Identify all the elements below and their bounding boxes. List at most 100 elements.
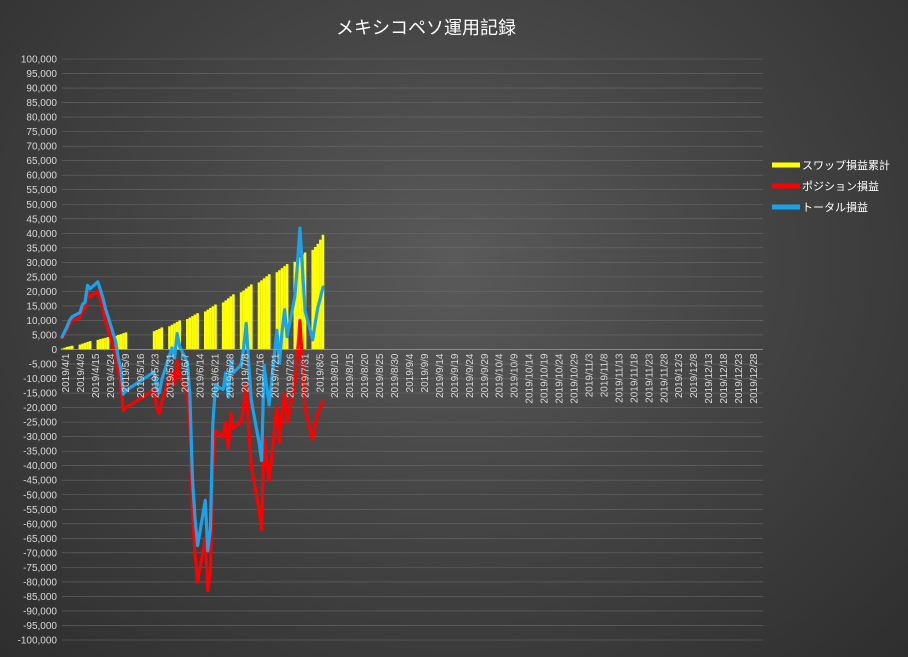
swap-bar [267,274,271,350]
swap-bar [186,318,189,350]
swap-bar [160,327,164,350]
swap-bar [68,346,71,350]
y-tick-label: -65,000 [23,534,57,545]
swap-bar [275,272,279,350]
x-tick-label: 2019/9/9 [420,353,431,392]
x-tick-label: 2019/12/13 [704,353,715,403]
x-tick-label: 2019/10/14 [525,353,536,403]
legend-label: ポジション損益 [802,179,879,193]
x-tick-label: 2019/12/8 [689,353,700,398]
legend-label: スワップ損益累計 [802,158,890,172]
swap-bar [168,326,171,350]
swap-bar [293,261,297,350]
x-tick-label: 2019/6/7 [181,353,192,392]
y-tick-label: -25,000 [23,418,57,429]
y-tick-label: -80,000 [23,577,57,588]
x-tick-label: 2019/4/8 [76,353,87,392]
swap-bar [101,338,105,350]
y-tick-label: 20,000 [26,287,57,298]
x-tick-label: 2019/10/9 [510,353,521,398]
swap-bar [221,302,225,350]
x-tick-label: 2019/11/18 [629,353,640,403]
x-tick-label: 2019/11/3 [585,353,596,397]
swap-bar [60,348,64,350]
y-tick-label: 55,000 [26,185,57,196]
y-tick-label: -100,000 [18,636,58,647]
swap-bar [257,282,261,350]
swap-bar [224,300,228,350]
swap-bar [285,264,289,350]
y-tick-label: -75,000 [23,563,57,574]
x-tick-label: 2019/9/14 [435,353,446,398]
swap-bar [99,339,102,350]
swap-bar [313,246,317,350]
x-tick-label: 2019/11/23 [644,353,655,403]
x-tick-label: 2019/9/29 [480,353,491,398]
y-tick-label: 10,000 [26,316,57,327]
swap-bar [88,341,92,350]
y-tick-label: 0 [51,345,57,356]
y-tick-label: -5,000 [29,360,58,371]
swap-bar [119,334,123,350]
swap-bar [106,337,110,350]
x-tick-label: 2019/4/1 [61,353,72,392]
total-pl-line [60,226,325,553]
x-tick-label: 2019/8/30 [390,353,401,398]
y-tick-label: 30,000 [26,258,57,269]
swap-bar [206,309,210,350]
x-tick-label: 2019/6/21 [211,353,222,398]
y-tick-label: 95,000 [26,69,57,80]
swap-bar [296,259,299,350]
y-tick-label: 70,000 [26,142,57,153]
x-tick-label: 2019/6/14 [196,353,207,398]
swap-bar [157,328,161,350]
x-tick-label: 2019/6/28 [226,353,237,398]
swap-bar [78,344,82,350]
legend-label: トータル損益 [802,200,868,214]
swap-bar [316,243,320,350]
y-tick-label: -40,000 [23,461,57,472]
position-pl-line [60,289,325,593]
x-tick-label: 2019/8/10 [330,353,341,398]
x-tick-label: 2019/10/29 [570,353,581,403]
x-tick-label: 2019/11/8 [599,353,610,397]
swap-bar [203,311,207,350]
y-tick-label: 80,000 [26,113,57,124]
swap-bar [298,257,302,350]
swap-bar [191,316,194,350]
swap-bar [209,307,212,350]
y-tick-label: -30,000 [23,432,57,443]
swap-bar [283,266,286,350]
swap-bar [278,270,281,350]
x-tick-label: 2019/8/25 [375,353,386,398]
y-tick-label: 60,000 [26,171,57,182]
swap-bar [260,280,263,350]
y-tick-label: 90,000 [26,84,57,95]
swap-bar [239,292,243,350]
swap-bar [81,343,84,350]
swap-bar [65,346,69,350]
swap-bar [83,342,87,350]
swap-bar [211,306,215,350]
swap-bar [63,347,66,350]
swap-bar [232,294,235,350]
swap-bar [188,317,192,350]
y-tick-label: 65,000 [26,156,57,167]
lines [60,226,325,593]
x-tick-label: 2019/8/15 [345,353,356,398]
y-tick-label: -70,000 [23,548,57,559]
swap-bar [214,304,217,350]
swap-bar [311,249,315,350]
swap-bar [265,276,268,350]
swap-bar [301,254,304,350]
swap-bar [173,323,176,350]
swap-bars [60,234,325,350]
x-tick-label: 2019/8/5 [315,353,326,392]
swap-bar [122,333,125,350]
y-tick-label: 100,000 [21,55,58,66]
y-tick-label: -20,000 [23,403,57,414]
y-tick-label: 25,000 [26,272,57,283]
x-tick-label: 2019/10/24 [555,353,566,403]
y-tick-label: -85,000 [23,592,57,603]
